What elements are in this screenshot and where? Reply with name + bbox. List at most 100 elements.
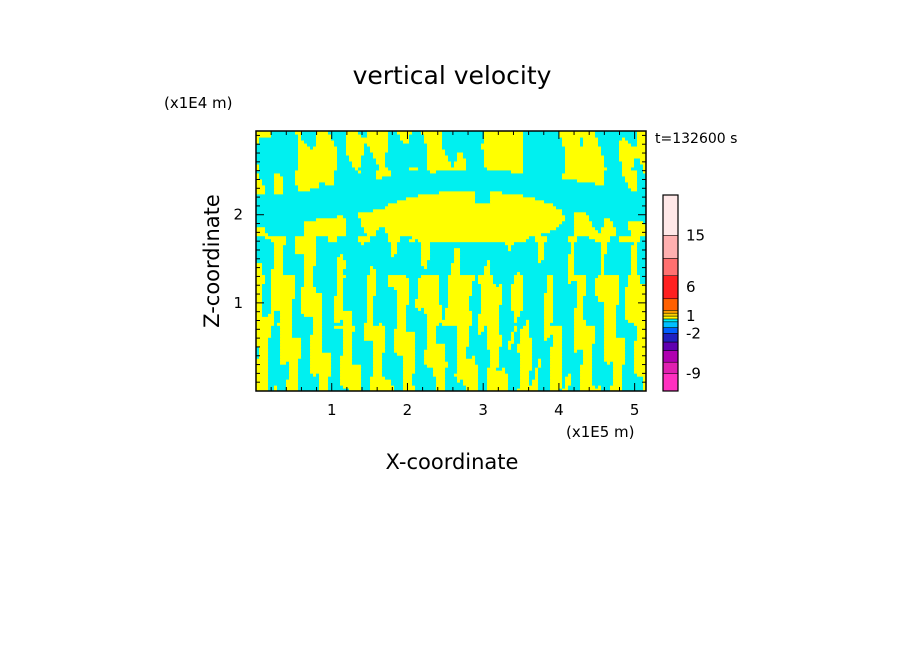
updraft-cell: [310, 343, 323, 347]
updraft-cell: [487, 325, 500, 329]
downdraft-cell: [439, 274, 449, 279]
downdraft-cell: [577, 235, 590, 240]
updraft-cell: [514, 277, 524, 282]
downdraft-cell: [490, 268, 569, 273]
updraft-cell: [340, 361, 353, 365]
updraft-cell: [427, 328, 437, 332]
updraft-cell: [397, 322, 407, 326]
updraft-cell: [634, 364, 646, 368]
downdraft-cell: [352, 310, 368, 314]
downdraft-cell: [283, 181, 296, 186]
downdraft-cell: [361, 364, 374, 368]
updraft-cell: [577, 178, 605, 183]
downdraft-cell: [574, 271, 602, 276]
updraft-cell: [490, 361, 500, 365]
updraft-cell: [340, 373, 362, 377]
downdraft-cell: [415, 367, 434, 371]
updraft-cell: [433, 367, 446, 371]
downdraft-cell: [391, 379, 404, 383]
downdraft-cell: [352, 349, 374, 353]
updraft-cell: [517, 349, 533, 353]
downdraft-cell: [499, 358, 521, 362]
updraft-cell: [514, 328, 518, 332]
updraft-cell: [604, 349, 626, 353]
downdraft-cell: [532, 346, 551, 350]
downdraft-cell: [313, 265, 338, 270]
updraft-cell: [568, 253, 575, 258]
updraft-cell: [481, 142, 524, 147]
updraft-cell: [403, 367, 416, 371]
updraft-cell: [619, 238, 641, 243]
downdraft-cell: [373, 316, 398, 320]
downdraft-cell: [409, 301, 416, 305]
downdraft-cell: [502, 283, 512, 287]
updraft-cell: [478, 277, 494, 282]
downdraft-cell: [553, 274, 569, 279]
downdraft-cell: [316, 262, 338, 267]
updraft-cell: [403, 370, 416, 374]
updraft-cell: [550, 388, 560, 391]
updraft-cell: [604, 223, 614, 228]
downdraft-cell: [571, 376, 581, 380]
updraft-cell: [577, 289, 587, 293]
updraft-cell: [571, 250, 575, 255]
downdraft-cell: [322, 316, 335, 320]
downdraft-cell: [544, 250, 572, 255]
downdraft-cell: [532, 355, 551, 359]
updraft-cell: [406, 196, 476, 201]
downdraft-cell: [322, 331, 344, 335]
updraft-cell: [484, 154, 524, 159]
updraft-cell: [373, 364, 383, 368]
downdraft-cell: [604, 160, 623, 165]
downdraft-cell: [637, 169, 644, 174]
downdraft-cell: [604, 175, 626, 180]
updraft-cell: [487, 376, 509, 380]
downdraft-cell: [346, 265, 371, 270]
updraft-cell: [256, 229, 266, 234]
downdraft-cell: [292, 334, 311, 338]
updraft-cell: [298, 187, 311, 192]
downdraft-cell: [553, 277, 569, 282]
downdraft-cell: [355, 328, 365, 332]
downdraft-cell: [499, 352, 521, 356]
updraft-cell: [367, 133, 389, 138]
downdraft-cell: [439, 280, 449, 285]
downdraft-cell: [283, 247, 296, 252]
updraft-cell: [310, 340, 323, 344]
downdraft-cell: [550, 322, 575, 326]
updraft-cell: [376, 172, 392, 177]
updraft-cell: [583, 358, 593, 362]
downdraft-cell: [292, 325, 314, 329]
downdraft-cell: [376, 286, 395, 290]
updraft-cell: [373, 355, 383, 359]
updraft-cell: [394, 286, 410, 290]
downdraft-cell: [343, 292, 368, 296]
downdraft-cell: [544, 247, 572, 252]
downdraft-cell: [592, 343, 605, 347]
downdraft-cell: [262, 262, 275, 267]
downdraft-cell: [490, 259, 539, 264]
downdraft-cell: [292, 310, 302, 314]
downdraft-cell: [394, 253, 422, 258]
downdraft-cell: [592, 355, 605, 359]
downdraft-cell: [448, 361, 458, 365]
downdraft-cell: [640, 280, 646, 285]
downdraft-cell: [436, 331, 458, 335]
updraft-cell: [313, 145, 338, 150]
updraft-cell: [418, 286, 440, 290]
updraft-cell: [553, 334, 563, 338]
updraft-cell: [511, 286, 524, 290]
downdraft-cell: [328, 131, 347, 135]
updraft-cell: [481, 307, 500, 311]
updraft-cell: [631, 250, 638, 255]
downdraft-cell: [352, 334, 365, 338]
updraft-cell: [394, 331, 416, 335]
downdraft-cell: [412, 373, 434, 377]
downdraft-cell: [409, 292, 419, 296]
downdraft-cell: [406, 319, 428, 323]
downdraft-cell: [514, 340, 521, 344]
updraft-cell: [337, 274, 347, 279]
downdraft-cell: [565, 214, 575, 219]
downdraft-cell: [352, 343, 374, 347]
